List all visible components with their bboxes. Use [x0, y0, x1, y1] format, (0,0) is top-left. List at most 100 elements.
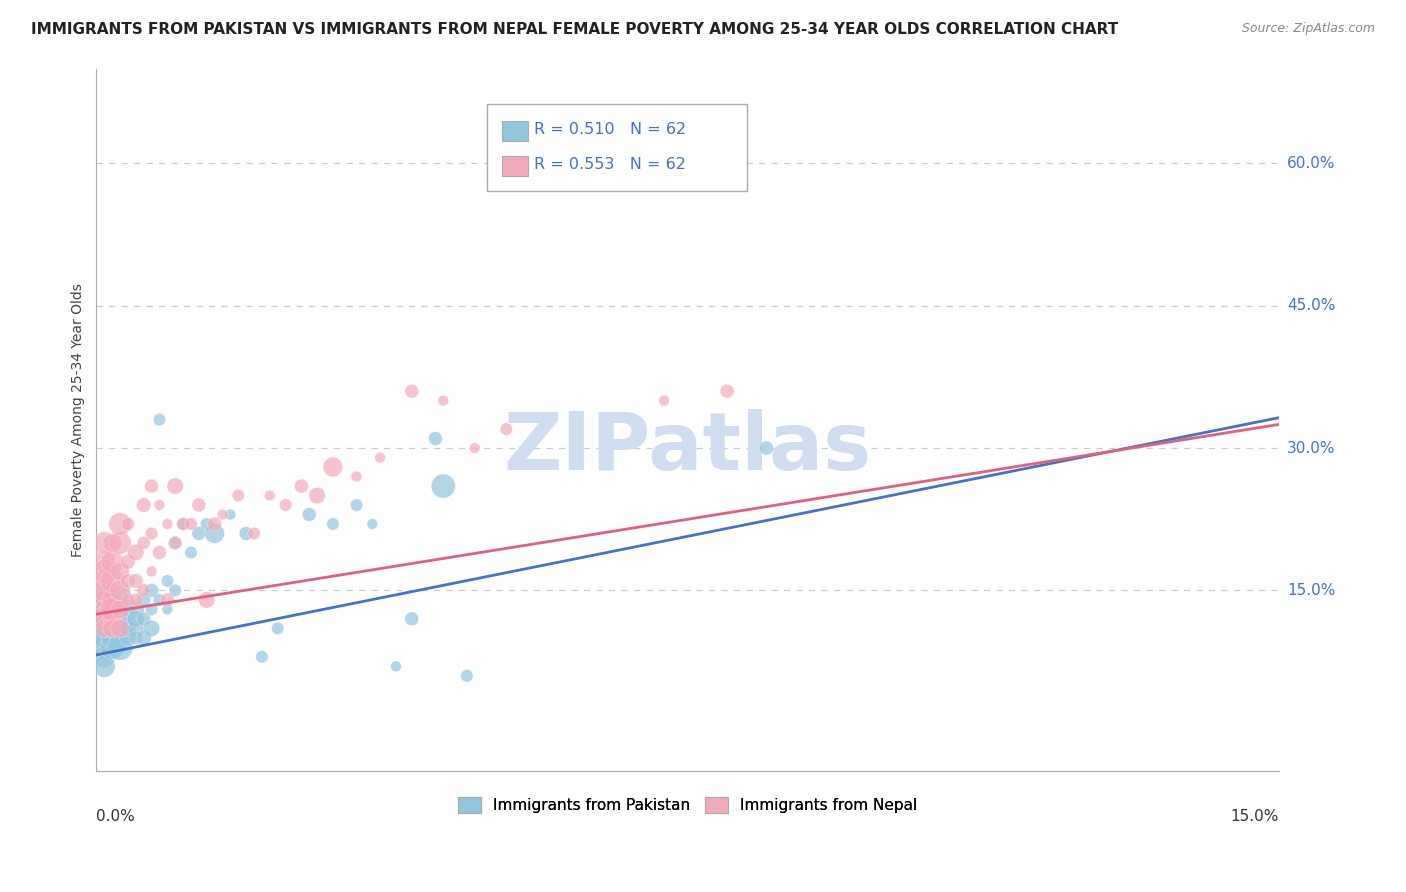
Text: ZIPatlas: ZIPatlas — [503, 409, 872, 487]
Text: 15.0%: 15.0% — [1286, 582, 1336, 598]
Y-axis label: Female Poverty Among 25-34 Year Olds: Female Poverty Among 25-34 Year Olds — [72, 283, 86, 557]
Point — [125, 612, 148, 626]
Point — [93, 621, 115, 635]
Point — [101, 593, 124, 607]
Point — [401, 612, 423, 626]
Text: 60.0%: 60.0% — [1286, 156, 1336, 171]
Point — [93, 659, 115, 673]
Point — [125, 631, 148, 645]
Point — [101, 536, 124, 550]
Point — [93, 602, 115, 616]
Point — [425, 432, 447, 446]
Point — [148, 593, 170, 607]
Point — [93, 631, 115, 645]
Point — [456, 669, 478, 683]
Point — [165, 583, 187, 598]
Point — [322, 460, 344, 475]
Point — [93, 574, 115, 588]
Point — [165, 479, 187, 493]
Point — [187, 526, 209, 541]
Point — [180, 545, 202, 559]
Point — [108, 565, 131, 579]
Point — [346, 469, 368, 483]
Point — [101, 602, 124, 616]
Text: IMMIGRANTS FROM PAKISTAN VS IMMIGRANTS FROM NEPAL FEMALE POVERTY AMONG 25-34 YEA: IMMIGRANTS FROM PAKISTAN VS IMMIGRANTS F… — [31, 22, 1118, 37]
Point — [141, 565, 163, 579]
Point — [172, 516, 194, 531]
Point — [117, 593, 139, 607]
Point — [101, 612, 124, 626]
FancyBboxPatch shape — [486, 103, 747, 192]
Text: R = 0.510   N = 62: R = 0.510 N = 62 — [534, 122, 686, 137]
Point — [125, 593, 148, 607]
Point — [93, 621, 115, 635]
Point — [495, 422, 517, 436]
Text: 15.0%: 15.0% — [1230, 809, 1279, 824]
Point — [101, 631, 124, 645]
Point — [101, 640, 124, 655]
Point — [125, 574, 148, 588]
FancyBboxPatch shape — [502, 156, 529, 176]
Point — [93, 612, 115, 626]
Point — [716, 384, 738, 399]
Point — [101, 593, 124, 607]
Point — [290, 479, 312, 493]
Point — [195, 516, 218, 531]
Point — [361, 516, 384, 531]
Point — [180, 516, 202, 531]
Point — [204, 526, 226, 541]
FancyBboxPatch shape — [502, 121, 529, 141]
Point — [141, 583, 163, 598]
Point — [117, 516, 139, 531]
Point — [125, 621, 148, 635]
Point — [132, 631, 155, 645]
Point — [401, 384, 423, 399]
Point — [101, 621, 124, 635]
Point — [243, 526, 266, 541]
Point — [141, 479, 163, 493]
Point — [132, 536, 155, 550]
Point — [141, 621, 163, 635]
Point — [101, 602, 124, 616]
Point — [101, 574, 124, 588]
Point — [464, 441, 486, 455]
Point — [117, 602, 139, 616]
Point — [652, 393, 675, 408]
Point — [141, 526, 163, 541]
Point — [108, 621, 131, 635]
Point — [108, 516, 131, 531]
Point — [226, 489, 249, 503]
Point — [141, 602, 163, 616]
Point — [101, 621, 124, 635]
Point — [93, 565, 115, 579]
Point — [125, 545, 148, 559]
Point — [108, 612, 131, 626]
Point — [219, 508, 242, 522]
Point — [93, 602, 115, 616]
Point — [93, 593, 115, 607]
Point — [117, 574, 139, 588]
Point — [93, 631, 115, 645]
Point — [93, 612, 115, 626]
Point — [322, 516, 344, 531]
Point — [117, 621, 139, 635]
Point — [132, 583, 155, 598]
Point — [211, 508, 233, 522]
Point — [165, 536, 187, 550]
Point — [108, 536, 131, 550]
Point — [108, 602, 131, 616]
Point — [156, 593, 179, 607]
Point — [148, 412, 170, 426]
Point — [259, 489, 281, 503]
Point — [250, 649, 273, 664]
Point — [132, 498, 155, 512]
Point — [101, 612, 124, 626]
Point — [274, 498, 297, 512]
Point — [195, 593, 218, 607]
Text: 0.0%: 0.0% — [97, 809, 135, 824]
Point — [93, 640, 115, 655]
Point — [307, 489, 329, 503]
Point — [148, 545, 170, 559]
Point — [385, 659, 408, 673]
Point — [187, 498, 209, 512]
